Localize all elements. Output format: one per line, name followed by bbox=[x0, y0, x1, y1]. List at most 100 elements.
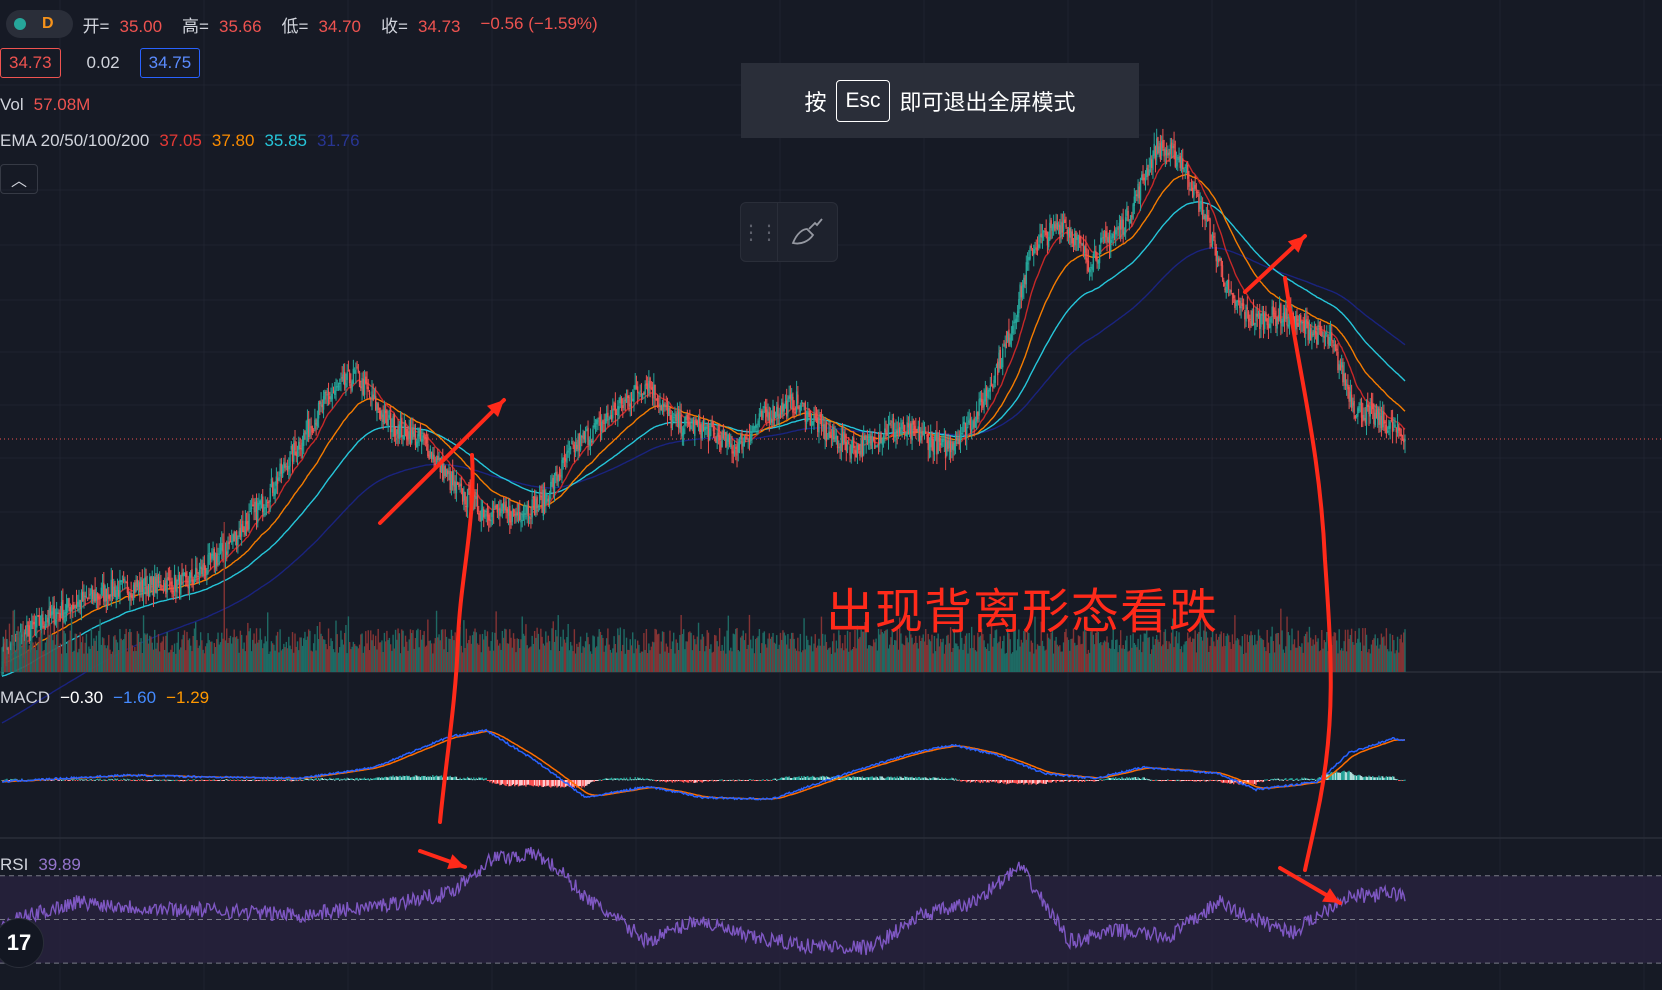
macd-histogram-bar bbox=[1023, 780, 1025, 785]
volume-bar bbox=[196, 640, 198, 672]
volume-bar bbox=[1122, 645, 1124, 672]
volume-bar bbox=[158, 651, 161, 672]
macd-histogram-bar bbox=[1203, 779, 1205, 781]
macd-histogram-bar bbox=[1302, 778, 1304, 780]
candle bbox=[1327, 334, 1329, 344]
volume-bar bbox=[473, 631, 475, 672]
candle bbox=[848, 441, 850, 445]
ema-legend[interactable]: EMA 20/50/100/200 37.05 37.80 35.85 31.76 bbox=[0, 131, 370, 151]
candle bbox=[541, 495, 543, 513]
volume-bar bbox=[1177, 643, 1179, 672]
volume-bar bbox=[1021, 642, 1024, 672]
volume-bar bbox=[502, 637, 505, 672]
macd-histogram-bar bbox=[930, 778, 932, 780]
macd-histogram-bar bbox=[1121, 776, 1123, 780]
macd-histogram-bar bbox=[1378, 775, 1380, 780]
buy-price-button[interactable]: 34.75 bbox=[139, 48, 201, 78]
candle bbox=[882, 435, 885, 438]
macd-histogram-bar bbox=[1080, 780, 1082, 781]
candle bbox=[239, 527, 242, 537]
candle bbox=[474, 492, 476, 498]
macd-histogram-bar bbox=[746, 780, 748, 781]
volume-bar bbox=[1155, 635, 1158, 672]
candle bbox=[869, 434, 871, 441]
macd-histogram-bar bbox=[137, 778, 140, 780]
candle bbox=[252, 504, 254, 507]
candle bbox=[648, 380, 650, 394]
volume-bar bbox=[605, 638, 608, 672]
volume-bar bbox=[300, 637, 302, 672]
macd-histogram-bar bbox=[96, 778, 99, 780]
volume-bar bbox=[1381, 637, 1384, 672]
candle bbox=[110, 579, 112, 597]
macd-histogram-bar bbox=[177, 780, 180, 781]
candle bbox=[599, 416, 602, 431]
macd-histogram-bar bbox=[1054, 780, 1056, 782]
volume-bar bbox=[249, 628, 252, 672]
macd-histogram-bar bbox=[1267, 780, 1270, 782]
macd-histogram-bar bbox=[291, 780, 294, 782]
macd-legend[interactable]: MACD −0.30 −1.60 −1.29 bbox=[0, 688, 219, 708]
candle bbox=[497, 508, 500, 510]
candle bbox=[844, 433, 846, 442]
volume-bar bbox=[18, 631, 21, 672]
candle bbox=[146, 586, 148, 595]
volume-bar bbox=[290, 649, 292, 672]
brush-tool-button[interactable] bbox=[777, 203, 836, 261]
volume-bar bbox=[1354, 630, 1357, 672]
volume-bar bbox=[430, 643, 433, 672]
candle bbox=[80, 592, 83, 610]
candle bbox=[546, 495, 548, 497]
volume-bar bbox=[1360, 650, 1363, 672]
volume-bar bbox=[592, 635, 594, 672]
macd-histogram-bar bbox=[293, 780, 295, 781]
candle bbox=[758, 413, 761, 420]
candle bbox=[1268, 323, 1271, 328]
macd-histogram-bar bbox=[1318, 777, 1321, 780]
candle bbox=[1239, 300, 1241, 309]
volume-bar bbox=[1380, 633, 1383, 672]
sell-price-button[interactable]: 34.73 bbox=[0, 48, 61, 78]
macd-histogram-bar bbox=[299, 778, 301, 780]
volume-bar bbox=[54, 644, 57, 672]
volume-bar bbox=[718, 628, 721, 672]
drag-handle-icon[interactable]: ⋮⋮ bbox=[741, 221, 779, 244]
symbol-pill[interactable]: D bbox=[6, 10, 73, 38]
candle bbox=[891, 421, 893, 423]
tradingview-logo[interactable]: 17 bbox=[0, 918, 44, 968]
macd-histogram-bar bbox=[625, 777, 628, 780]
macd-histogram-bar bbox=[1124, 778, 1127, 780]
collapse-legend-button[interactable]: ︿ bbox=[0, 164, 38, 194]
macd-histogram-bar bbox=[813, 776, 815, 780]
volume-bar bbox=[263, 643, 265, 672]
volume-bar bbox=[707, 632, 710, 672]
candle bbox=[870, 436, 872, 446]
candle bbox=[1080, 242, 1082, 244]
candle bbox=[1162, 139, 1164, 148]
candle bbox=[548, 496, 551, 505]
volume-bar bbox=[465, 628, 468, 672]
candle bbox=[524, 513, 526, 515]
volume-bar bbox=[854, 629, 856, 672]
macd-histogram-bar bbox=[1223, 780, 1225, 783]
floating-drawing-toolbar[interactable]: ⋮⋮ bbox=[740, 202, 838, 262]
volume-bar bbox=[394, 629, 397, 672]
volume-legend[interactable]: Vol 57.08M bbox=[0, 95, 100, 115]
candle bbox=[1264, 314, 1266, 329]
volume-bar bbox=[1023, 630, 1025, 672]
rsi-legend[interactable]: RSI 39.89 bbox=[0, 855, 91, 875]
macd-histogram-bar bbox=[1159, 780, 1162, 781]
candle bbox=[260, 495, 263, 500]
candle bbox=[726, 438, 728, 447]
candle bbox=[1296, 314, 1298, 326]
macd-histogram-bar bbox=[476, 778, 479, 780]
volume-bar bbox=[448, 638, 450, 672]
volume-bar bbox=[347, 616, 350, 672]
volume-bar bbox=[664, 651, 666, 672]
macd-histogram-bar bbox=[684, 780, 686, 782]
candle bbox=[1105, 231, 1107, 238]
macd-histogram-bar bbox=[1332, 773, 1334, 780]
macd-histogram-bar bbox=[1090, 780, 1092, 782]
volume-bar bbox=[968, 632, 970, 672]
